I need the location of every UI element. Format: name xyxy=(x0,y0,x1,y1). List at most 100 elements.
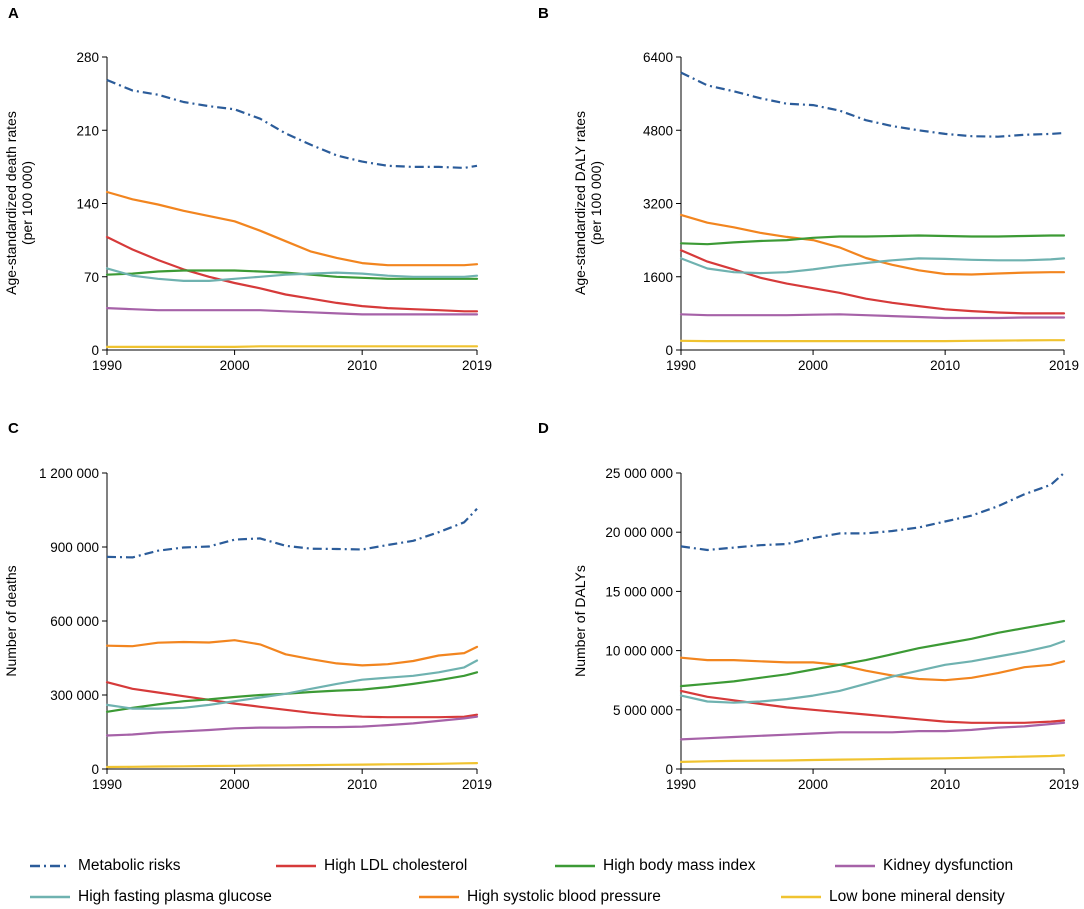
x-tick-label-a: 2019 xyxy=(462,358,492,373)
legend-label-ldl: High LDL cholesterol xyxy=(324,857,468,874)
x-tick-label-d: 1990 xyxy=(666,777,696,792)
x-tick-label-c: 1990 xyxy=(92,777,122,792)
y-axis-title-b: Age-standardized DALY rates(per 100 000) xyxy=(572,111,604,295)
x-tick-label-a: 2000 xyxy=(220,358,250,373)
panel-d: D 0 5 000 000 10 000 000 15 000 000 20 000 00… xyxy=(538,420,1079,792)
x-tick-label-b: 1990 xyxy=(666,358,696,373)
y-tick-label-b: 1600 xyxy=(643,270,673,285)
legend-label-bmi: High body mass index xyxy=(603,857,756,874)
series-line-ldl-c xyxy=(105,681,479,719)
series-line-bmi-c xyxy=(105,671,479,713)
legend-item-bmi: High body mass index xyxy=(555,854,756,878)
legend-swatch-sbp xyxy=(419,895,459,899)
legend-item-ldl: High LDL cholesterol xyxy=(276,854,467,878)
y-tick-label-d: 25 000 000 xyxy=(605,466,673,481)
series-line-bone-d xyxy=(679,754,1066,764)
legend-label-kidney: Kidney dysfunction xyxy=(883,857,1014,874)
x-tick-label-b: 2019 xyxy=(1049,358,1079,373)
legend-item-bone: Low bone mineral density xyxy=(781,885,1005,909)
series-line-glucose-a xyxy=(105,267,479,282)
series-line-metabolic-d xyxy=(680,472,1065,552)
series-line-bmi-d xyxy=(679,619,1066,688)
series-line-sbp-c xyxy=(105,639,479,667)
y-tick-label-c: 900 000 xyxy=(50,540,99,555)
x-tick-label-c: 2019 xyxy=(462,777,492,792)
series-line-bone-a xyxy=(105,345,479,348)
series-line-ldl-d xyxy=(679,689,1066,724)
legend-label-sbp: High systolic blood pressure xyxy=(467,888,661,905)
series-line-sbp-a xyxy=(105,190,479,267)
y-axis-title-line-d: Number of DALYs xyxy=(572,565,588,677)
legend-swatch-glucose xyxy=(30,895,70,899)
series-line-metabolic-c xyxy=(106,508,478,559)
series-line-bone-c xyxy=(105,761,479,769)
y-tick-label-d: 15 000 000 xyxy=(605,584,673,599)
legend-label-glucose: High fasting plasma glucose xyxy=(78,888,272,905)
y-tick-label-a: 0 xyxy=(91,343,99,358)
y-tick-label-b: 4800 xyxy=(643,123,673,138)
y-tick-label-d: 0 xyxy=(665,762,673,777)
y-tick-label-c: 1 200 000 xyxy=(39,466,99,481)
series-line-bmi-b xyxy=(679,234,1066,246)
y-tick-label-b: 0 xyxy=(665,343,673,358)
y-tick-label-d: 5 000 000 xyxy=(613,703,673,718)
series-line-ldl-a xyxy=(105,235,479,313)
legend-item-sbp: High systolic blood pressure xyxy=(419,885,661,909)
y-tick-label-b: 6400 xyxy=(643,50,673,65)
y-axis-title-d: Number of DALYs xyxy=(572,565,588,677)
y-axis-title-a: Age-standardized death rates(per 100 000… xyxy=(3,111,35,295)
x-tick-label-c: 2010 xyxy=(347,777,377,792)
series-line-metabolic-b xyxy=(680,71,1065,138)
series-line-metabolic-a xyxy=(106,78,478,169)
series-line-kidney-c xyxy=(105,715,479,737)
y-tick-label-a: 140 xyxy=(76,197,99,212)
y-axis-title-line-b: Age-standardized DALY rates xyxy=(572,111,588,295)
y-tick-label-c: 600 000 xyxy=(50,614,99,629)
y-axis-title-line-a: (per 100 000) xyxy=(19,161,35,245)
x-tick-label-c: 2000 xyxy=(220,777,250,792)
x-tick-label-d: 2000 xyxy=(798,777,828,792)
legend-swatch-metabolic xyxy=(30,864,70,868)
legend-item-kidney: Kidney dysfunction xyxy=(835,854,1013,878)
series-line-glucose-d xyxy=(679,639,1066,704)
series-line-glucose-b xyxy=(679,257,1066,275)
y-axis-title-line-c: Number of deaths xyxy=(3,565,19,676)
legend-swatch-kidney xyxy=(835,864,875,868)
panel-letter-c: C xyxy=(8,420,19,437)
y-tick-label-d: 10 000 000 xyxy=(605,644,673,659)
series-line-kidney-d xyxy=(679,721,1066,741)
legend-label-bone: Low bone mineral density xyxy=(829,888,1005,905)
legend-swatch-bmi xyxy=(555,864,595,868)
y-tick-label-c: 300 000 xyxy=(50,688,99,703)
series-line-sbp-b xyxy=(679,213,1066,276)
legend-label-metabolic: Metabolic risks xyxy=(78,857,181,874)
legend-swatch-bone xyxy=(781,895,821,899)
panel-c: C 0 300 000 600 000 900 000 1 200 000 1990 2000… xyxy=(3,420,492,792)
x-tick-label-d: 2010 xyxy=(930,777,960,792)
panel-letter-a: A xyxy=(8,5,19,22)
y-tick-label-a: 70 xyxy=(84,270,99,285)
panel-a: A 0 70 140 210 280 1990 2000 2010 2019 Age-standar… xyxy=(3,5,492,373)
x-tick-label-b: 2010 xyxy=(930,358,960,373)
x-tick-label-b: 2000 xyxy=(798,358,828,373)
series-line-bone-b xyxy=(679,339,1066,343)
y-tick-label-c: 0 xyxy=(91,762,99,777)
series-line-kidney-b xyxy=(679,313,1066,320)
legend-item-metabolic: Metabolic risks xyxy=(30,854,181,878)
series-line-kidney-a xyxy=(105,307,479,316)
panel-letter-d: D xyxy=(538,420,549,437)
y-tick-label-b: 3200 xyxy=(643,197,673,212)
x-tick-label-a: 2010 xyxy=(347,358,377,373)
panel-b: B 0 1600 3200 4800 6400 1990 2000 2010 2019 Age-st… xyxy=(538,5,1079,373)
x-tick-label-d: 2019 xyxy=(1049,777,1079,792)
panel-letter-b: B xyxy=(538,5,549,22)
y-axis-title-line-b: (per 100 000) xyxy=(588,161,604,245)
y-axis-title-line-a: Age-standardized death rates xyxy=(3,111,19,295)
series-line-sbp-d xyxy=(679,656,1066,682)
legend: Metabolic risks High LDL cholesterol Hig… xyxy=(0,840,1084,909)
y-tick-label-a: 210 xyxy=(76,123,99,138)
y-tick-label-d: 20 000 000 xyxy=(605,525,673,540)
y-tick-label-a: 280 xyxy=(76,50,99,65)
y-axis-title-c: Number of deaths xyxy=(3,565,19,676)
